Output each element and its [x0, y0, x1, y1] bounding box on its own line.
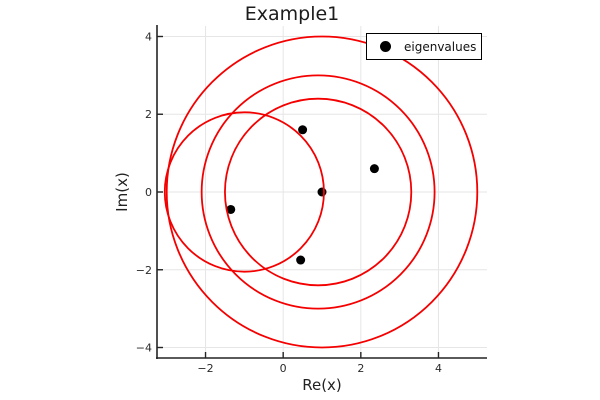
chart-title: Example1	[244, 3, 340, 25]
eigenvalue-point	[317, 187, 327, 197]
x-tick-label: 0	[280, 362, 287, 375]
y-tick-label: −4	[136, 342, 152, 355]
gershgorin-circle	[224, 97, 413, 287]
legend: eigenvalues	[366, 33, 482, 60]
x-tick-label: −2	[197, 362, 213, 375]
y-tick-label: 4	[145, 30, 152, 43]
eigenvalue-point	[226, 204, 236, 214]
y-tick-label: 0	[145, 186, 152, 199]
gershgorin-circle	[165, 35, 479, 349]
eigenvalues-marker-icon	[380, 41, 391, 52]
x-axis-label: Re(x)	[302, 376, 342, 394]
eigenvalue-point	[369, 164, 379, 174]
x-tick-label: 2	[357, 362, 364, 375]
eigenvalue-point	[298, 125, 308, 135]
gershgorin-circle	[163, 111, 325, 273]
gershgorin-circle	[200, 74, 436, 310]
y-tick-label: 2	[145, 108, 152, 121]
eigenvalue-point	[296, 255, 306, 265]
x-tick-label: 4	[435, 362, 442, 375]
y-tick-label: −2	[136, 264, 152, 277]
legend-label: eigenvalues	[404, 39, 477, 54]
